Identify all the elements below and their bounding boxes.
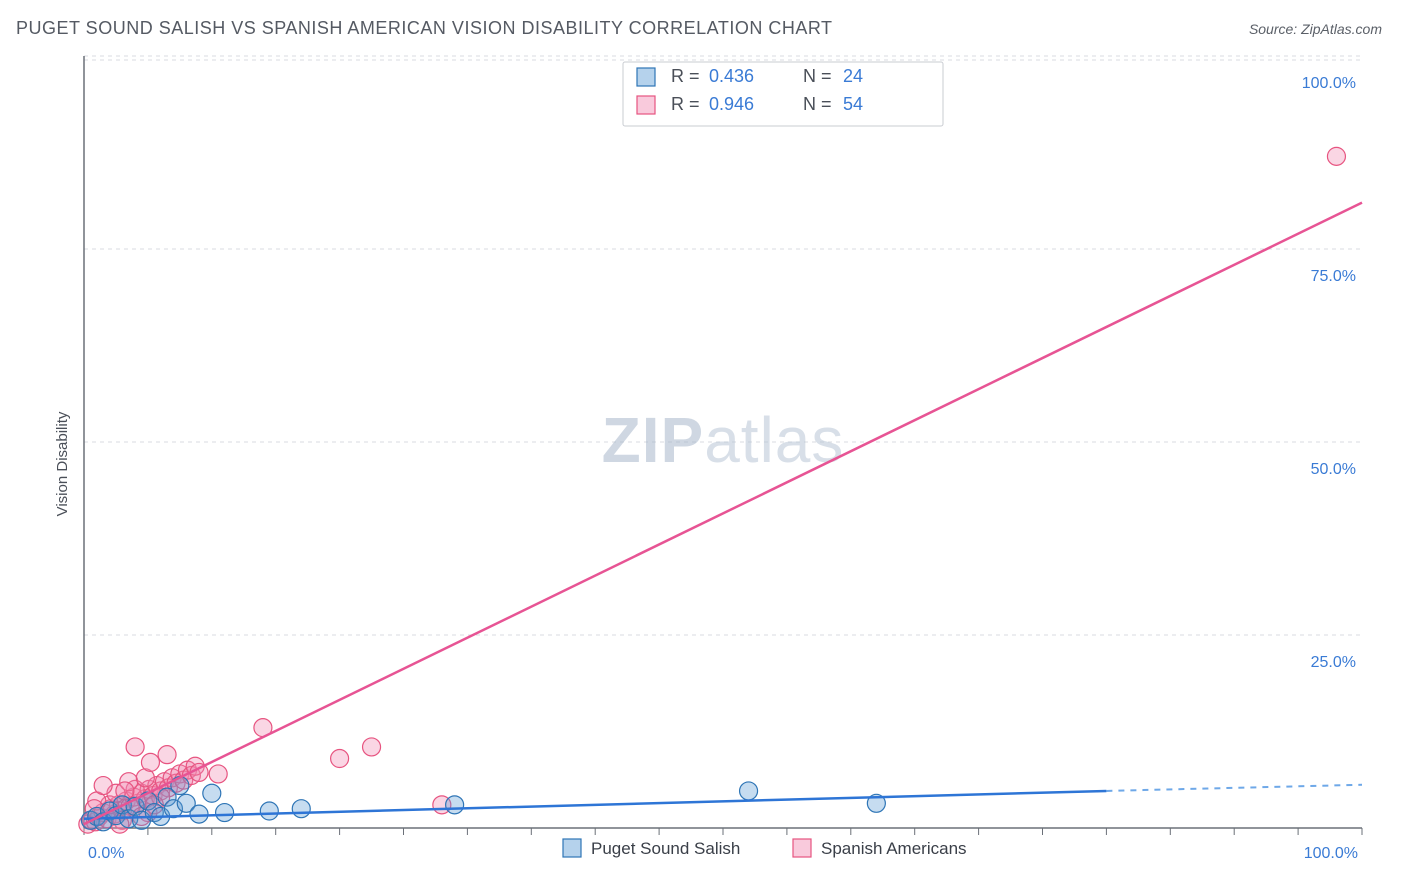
regression-line-blue-extrap	[1106, 785, 1362, 791]
y-tick-label: 75.0%	[1311, 268, 1356, 285]
data-point	[203, 784, 221, 802]
regression-line-blue	[84, 791, 1106, 819]
correlation-chart: 25.0% 50.0% 75.0% 100.0% ZIPatlas 0.0% 100.0% R…	[50, 52, 1390, 862]
stat-r-label: R =	[671, 94, 700, 114]
data-point	[126, 738, 144, 756]
data-point	[1327, 147, 1345, 165]
stats-swatch	[637, 68, 655, 86]
stat-r-value: 0.436	[709, 66, 754, 86]
watermark: ZIPatlas	[602, 404, 845, 476]
legend-label: Spanish Americans	[821, 839, 967, 858]
data-point	[446, 796, 464, 814]
data-point	[94, 777, 112, 795]
chart-container: Vision Disability 25.0% 50.0% 75.0% 100.0% Z…	[16, 52, 1390, 876]
data-point	[141, 753, 159, 771]
y-tick-label: 25.0%	[1311, 654, 1356, 671]
data-point	[363, 738, 381, 756]
data-point	[216, 804, 234, 822]
y-tick-label: 100.0%	[1302, 75, 1356, 92]
legend-swatch	[793, 839, 811, 857]
data-point	[158, 746, 176, 764]
chart-title: PUGET SOUND SALISH VS SPANISH AMERICAN V…	[16, 18, 833, 39]
data-point	[209, 765, 227, 783]
stat-n-label: N =	[803, 66, 832, 86]
stats-swatch	[637, 96, 655, 114]
legend-label: Puget Sound Salish	[591, 839, 740, 858]
stat-n-label: N =	[803, 94, 832, 114]
data-point	[190, 805, 208, 823]
data-point	[740, 782, 758, 800]
stat-n-value: 54	[843, 94, 863, 114]
legend-swatch	[563, 839, 581, 857]
stat-r-value: 0.946	[709, 94, 754, 114]
data-point	[292, 800, 310, 818]
data-point	[331, 750, 349, 768]
stat-n-value: 24	[843, 66, 863, 86]
regression-line-pink	[84, 203, 1362, 824]
y-axis-label: Vision Disability	[54, 412, 71, 517]
x-tick-label-right: 100.0%	[1304, 845, 1358, 862]
y-tick-label: 50.0%	[1311, 461, 1356, 478]
source-attribution: Source: ZipAtlas.com	[1249, 21, 1382, 37]
data-point	[260, 802, 278, 820]
x-tick-label-left: 0.0%	[88, 845, 124, 862]
stat-r-label: R =	[671, 66, 700, 86]
